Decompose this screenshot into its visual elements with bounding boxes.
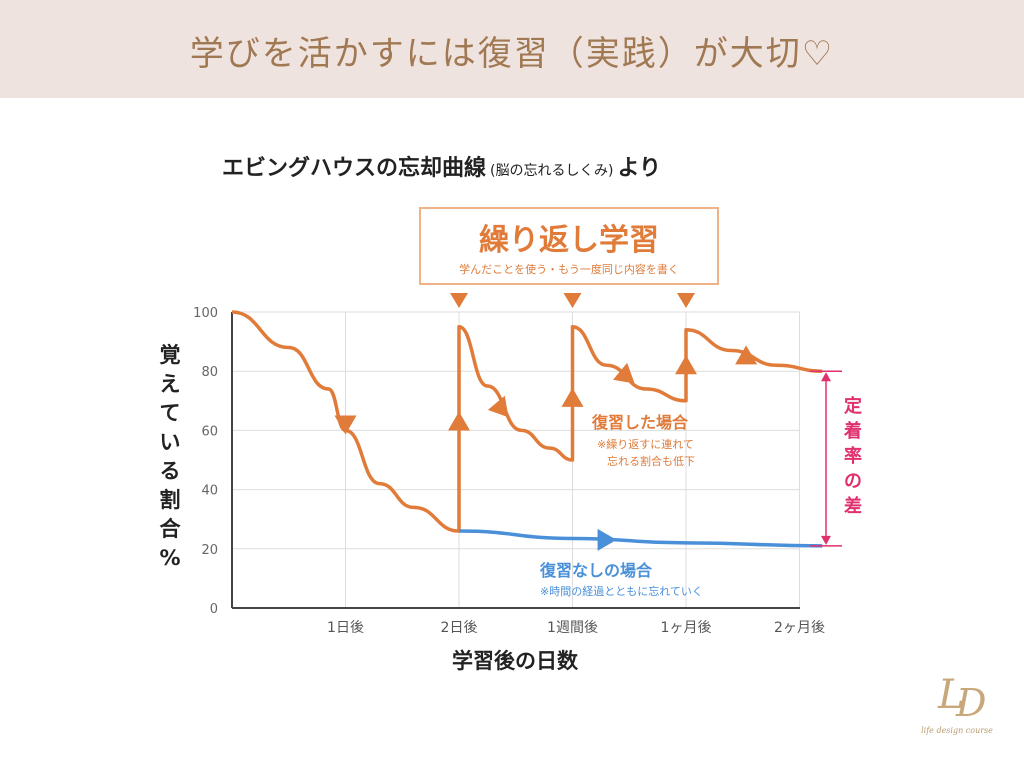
svg-text:L: L bbox=[937, 672, 965, 718]
y-tick-label: 60 bbox=[201, 424, 218, 439]
retention-gap-label-char: 着 bbox=[843, 420, 862, 442]
y-axis-label-char: 覚 bbox=[160, 343, 181, 367]
review-timing-marker-icon bbox=[563, 293, 582, 308]
review-box-subtitle: 学んだことを使う・もう一度同じ内容を書く bbox=[459, 262, 679, 276]
review-box-title: 繰り返し学習 bbox=[479, 223, 659, 258]
y-axis-label-char: 割 bbox=[160, 488, 181, 512]
review-box bbox=[419, 207, 719, 285]
y-axis-label-char: い bbox=[160, 430, 181, 454]
chart-title-main: エビングハウスの忘却曲線 bbox=[222, 155, 486, 181]
with-review-label: 復習した場合 bbox=[591, 413, 689, 432]
direction-arrow-icon bbox=[735, 345, 758, 365]
plot-background bbox=[232, 312, 800, 608]
y-axis-label-char: 合 bbox=[160, 517, 182, 541]
grid-layer bbox=[232, 311, 800, 608]
chart-title-note: (脳の忘れるしくみ) bbox=[490, 163, 613, 179]
direction-arrow-icon bbox=[334, 415, 357, 435]
x-tick-label: 2ヶ月後 bbox=[774, 620, 825, 636]
chart-title: エビングハウスの忘却曲線 (脳の忘れるしくみ) より bbox=[222, 155, 661, 181]
x-tick-label: 1日後 bbox=[327, 620, 364, 636]
series-layer bbox=[231, 310, 823, 548]
without-review-label: 復習なしの場合 bbox=[539, 561, 653, 580]
svg-text:D: D bbox=[955, 681, 986, 725]
direction-arrow-icon bbox=[675, 355, 697, 375]
y-tick-label: 80 bbox=[201, 365, 218, 380]
series-line bbox=[458, 529, 823, 548]
series-line bbox=[231, 310, 823, 533]
y-axis-label-char: % bbox=[159, 546, 180, 570]
gap-arrow-down-icon bbox=[821, 535, 831, 545]
with-review-note-2: 忘れる割合も低下 bbox=[607, 454, 695, 468]
gap-arrow-up-icon bbox=[821, 372, 831, 382]
x-tick-label: 2日後 bbox=[441, 620, 478, 636]
retention-gap-label-char: 定 bbox=[844, 395, 862, 417]
retention-gap-label-char: 率 bbox=[844, 445, 862, 467]
logo-mark-icon: L D bbox=[937, 672, 986, 725]
chart-title-suffix: より bbox=[618, 156, 662, 181]
y-axis-label-char: え bbox=[160, 372, 181, 396]
y-axis-label-char: る bbox=[160, 459, 181, 483]
retention-gap-label-char: の bbox=[844, 471, 862, 492]
direction-arrow-icon bbox=[613, 362, 635, 384]
direction-arrow-icon bbox=[561, 387, 584, 407]
retention-gap-label-char: 差 bbox=[844, 495, 862, 517]
page-title: 学びを活かすには復習（実践）が大切♡ bbox=[189, 34, 835, 74]
x-tick-label: 1週間後 bbox=[547, 620, 598, 636]
review-timing-marker-icon bbox=[450, 293, 468, 308]
y-tick-label: 20 bbox=[201, 543, 218, 558]
direction-arrow-icon bbox=[487, 395, 509, 418]
direction-arrow-icon bbox=[448, 411, 470, 431]
review-timing-marker-icon bbox=[677, 293, 695, 308]
y-tick-label: 0 bbox=[210, 602, 218, 617]
axis-layer: 0 20 40 60 80 100 1日後 2日後 1週間後 1ヶ月後 2ヶ月後 bbox=[193, 306, 825, 636]
y-tick-label: 100 bbox=[193, 306, 218, 321]
x-tick-label: 1ヶ月後 bbox=[661, 620, 712, 636]
header-banner: 学びを活かすには復習（実践）が大切♡ bbox=[0, 0, 1024, 98]
y-tick-label: 40 bbox=[201, 484, 218, 499]
x-axis-label: 学習後の日数 bbox=[452, 649, 579, 673]
y-axis-label-char: て bbox=[160, 401, 181, 425]
marker-layer bbox=[334, 293, 758, 551]
brand-logo: L D life design course bbox=[912, 660, 1002, 740]
with-review-note-1: ※繰り返すに連れて bbox=[597, 437, 694, 451]
without-review-note: ※時間の経過とともに忘れていく bbox=[540, 584, 703, 598]
logo-tagline: life design course bbox=[921, 726, 993, 735]
direction-arrow-icon bbox=[597, 528, 617, 551]
